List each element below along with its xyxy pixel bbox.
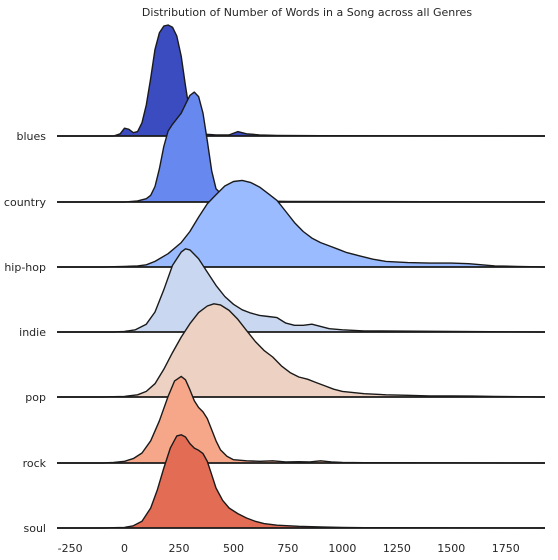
density-area-hip-hop — [57, 180, 545, 267]
x-tick-label: 250 — [169, 542, 190, 555]
genre-label-indie: indie — [19, 326, 46, 339]
x-tick-label: 1750 — [492, 542, 520, 555]
genre-label-hip-hop: hip-hop — [4, 261, 46, 274]
ridge-hip-hop — [57, 179, 546, 268]
density-area-country — [57, 92, 545, 202]
x-tick-label: 0 — [121, 542, 128, 555]
density-area-pop — [57, 303, 545, 397]
ridge-pop — [57, 303, 546, 398]
chart-title: Distribution of Number of Words in a Son… — [142, 6, 472, 19]
genre-label-soul: soul — [24, 522, 47, 535]
density-outline-soul — [57, 434, 546, 529]
ridge-indie — [57, 248, 546, 333]
genre-label-country: country — [4, 196, 47, 209]
x-tick-label: 500 — [223, 542, 244, 555]
density-outline-blues — [57, 24, 546, 137]
density-area-soul — [57, 434, 545, 528]
ridge-soul — [57, 434, 546, 529]
x-axis-ticks: -250 0 250 500 750 1000 1250 1500 1750 — [58, 542, 520, 555]
density-outline-rock — [57, 375, 546, 464]
ridges-layer — [57, 24, 546, 529]
x-tick-label: 1500 — [437, 542, 465, 555]
density-outline-pop — [57, 303, 546, 398]
x-tick-label: 750 — [277, 542, 298, 555]
x-tick-label: 1250 — [383, 542, 411, 555]
genre-labels-layer: blues country hip-hop indie pop rock soul — [4, 130, 47, 535]
genre-label-rock: rock — [23, 457, 47, 470]
density-outline-country — [57, 91, 546, 203]
ridge-country — [57, 91, 546, 203]
x-tick-label: -250 — [58, 542, 83, 555]
density-area-blues — [57, 25, 545, 136]
density-outline-hip-hop — [57, 179, 546, 268]
genre-label-blues: blues — [16, 130, 46, 143]
genre-label-pop: pop — [25, 391, 46, 404]
ridge-blues — [57, 24, 546, 137]
density-area-indie — [57, 248, 545, 332]
x-tick-label: 1000 — [328, 542, 356, 555]
density-outline-indie — [57, 248, 546, 333]
